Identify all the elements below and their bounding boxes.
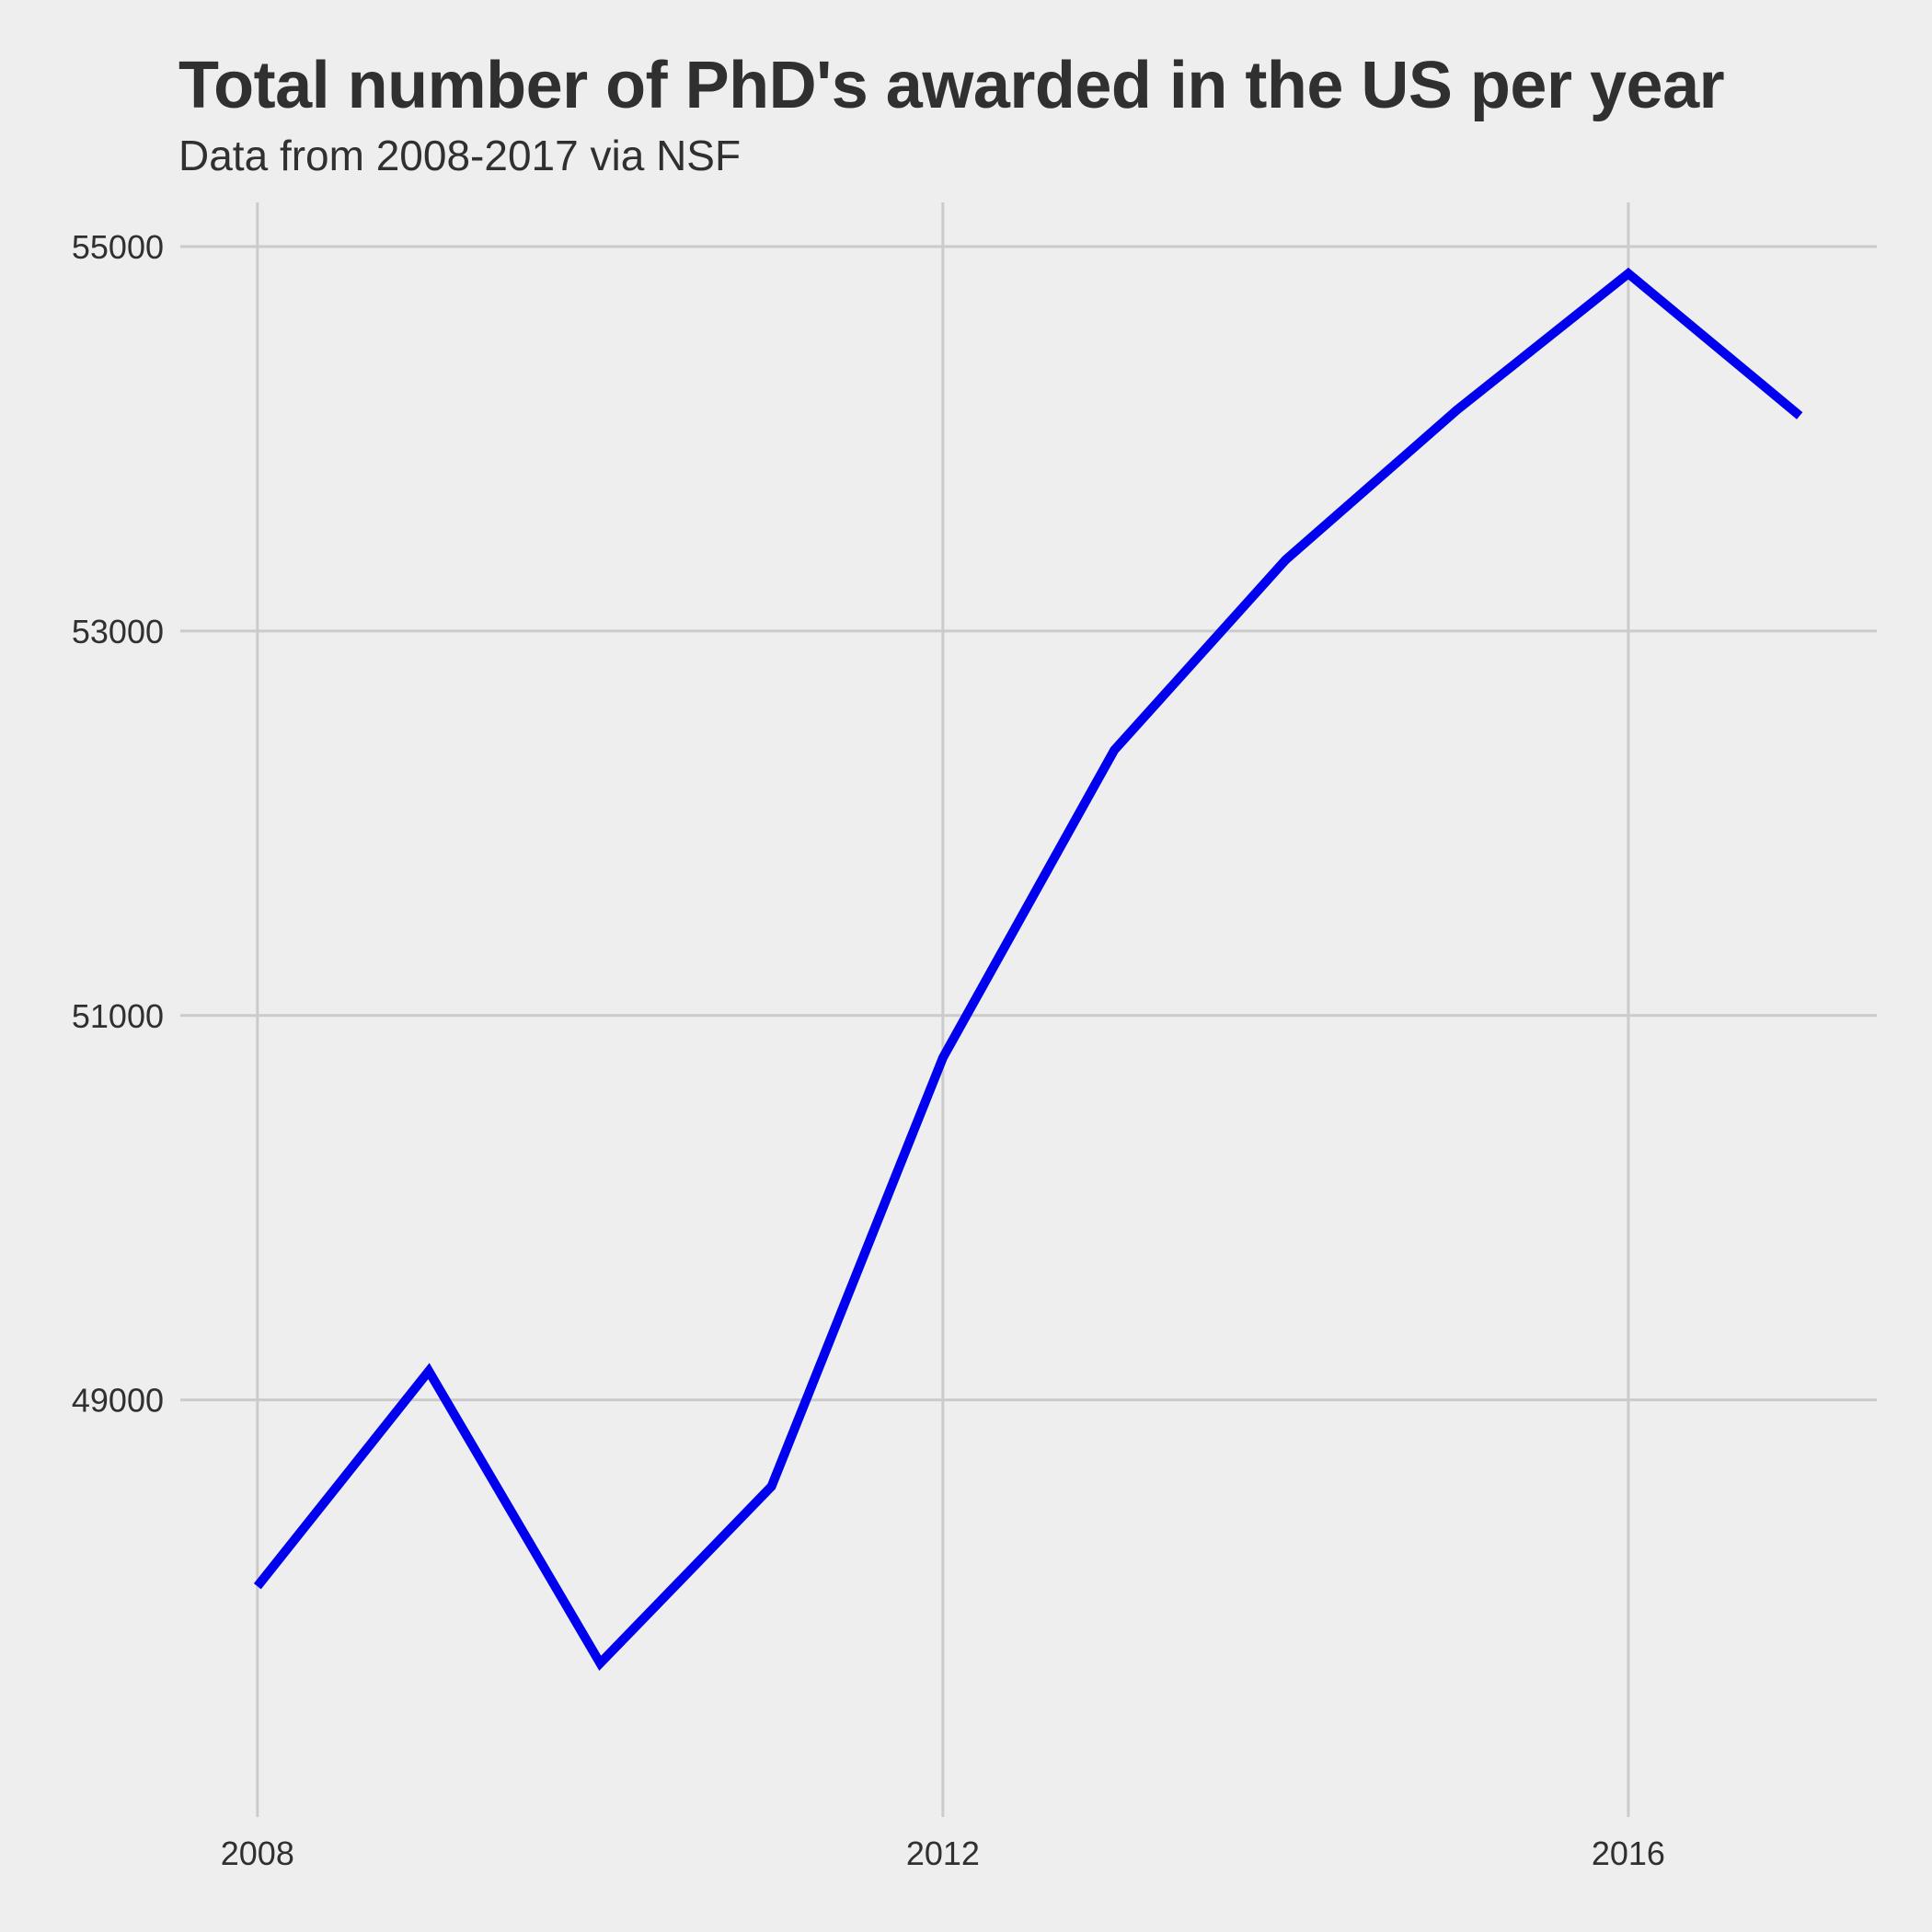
x-tick-label-2012: 2012	[906, 1834, 980, 1872]
y-tick-label-51000: 51000	[72, 997, 164, 1035]
y-tick-label-55000: 55000	[72, 228, 164, 266]
y-axis-tick-labels: 49000 51000 53000 55000	[72, 228, 164, 1420]
x-tick-label-2016: 2016	[1592, 1834, 1665, 1872]
series-line-0	[253, 267, 1803, 1672]
x-tick-label-2008: 2008	[221, 1834, 294, 1872]
y-tick-label-53000: 53000	[72, 613, 164, 650]
chart-subtitle: Data from 2008-2017 via NSF	[178, 132, 742, 179]
x-axis-tick-labels: 2008 2012 2016	[221, 1834, 1665, 1872]
grid-lines	[180, 202, 1877, 1817]
y-tick-label-49000: 49000	[72, 1382, 164, 1420]
series-layer	[253, 267, 1803, 1672]
chart-title: Total number of PhD's awarded in the US …	[178, 49, 1725, 122]
